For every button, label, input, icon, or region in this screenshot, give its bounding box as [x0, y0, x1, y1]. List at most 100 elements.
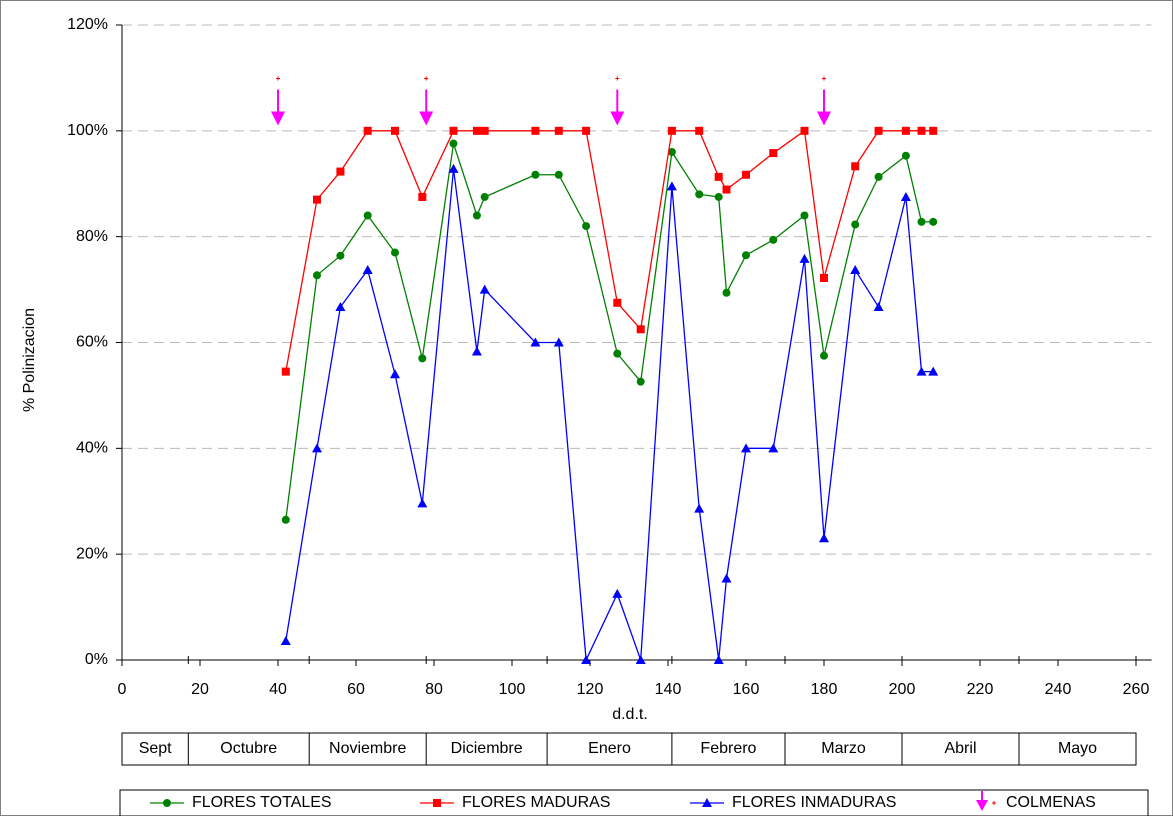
marker	[714, 192, 723, 201]
marker	[449, 126, 458, 135]
marker	[531, 126, 540, 135]
marker	[929, 217, 938, 226]
marker	[769, 149, 778, 158]
month-label: Febrero	[700, 740, 756, 757]
colmena-part	[615, 76, 620, 81]
colmena-marker	[271, 76, 285, 126]
colmena-part	[817, 111, 831, 126]
month-label: Abril	[944, 740, 976, 757]
legend-label: FLORES TOTALES	[192, 794, 332, 811]
marker	[851, 220, 860, 229]
marker	[873, 302, 884, 312]
x-tick-label: 120	[577, 681, 604, 698]
marker	[312, 443, 322, 453]
month-label: Mayo	[1058, 740, 1097, 757]
legend-label: COLMENAS	[1006, 794, 1096, 811]
marker	[635, 655, 646, 664]
marker	[554, 126, 563, 135]
marker	[636, 325, 645, 334]
month-label: Diciembre	[451, 740, 523, 757]
marker	[713, 655, 724, 664]
marker	[742, 170, 750, 179]
marker	[741, 443, 751, 453]
marker	[553, 337, 564, 347]
marker	[874, 172, 883, 181]
marker	[799, 253, 810, 263]
y-tick-label: 100%	[67, 122, 108, 139]
marker	[851, 162, 860, 171]
x-tick-label: 260	[1123, 681, 1150, 698]
marker	[449, 139, 458, 148]
marker	[582, 126, 591, 135]
marker	[472, 211, 481, 220]
marker	[800, 126, 809, 135]
marker	[721, 573, 732, 583]
marker	[694, 503, 705, 513]
marker	[900, 191, 911, 201]
marker	[929, 126, 938, 135]
colmena-marker	[610, 76, 625, 126]
y-tick-label: 20%	[76, 545, 108, 562]
marker	[722, 288, 731, 297]
marker	[471, 346, 482, 356]
marker	[335, 302, 346, 312]
marker	[850, 265, 861, 275]
marker	[820, 351, 828, 360]
month-label: Enero	[588, 740, 631, 757]
marker	[362, 265, 373, 275]
marker	[390, 369, 400, 379]
marker	[417, 498, 428, 508]
marker	[336, 251, 345, 260]
marker	[418, 354, 427, 363]
marker	[901, 151, 910, 160]
x-axis-title: d.d.t.	[612, 706, 648, 723]
colmena-part	[610, 111, 625, 126]
marker	[363, 126, 372, 135]
marker	[531, 170, 540, 179]
marker	[819, 533, 829, 543]
marker	[667, 148, 676, 156]
y-tick-label: 120%	[67, 16, 108, 33]
colmena-part	[276, 76, 280, 81]
marker	[336, 167, 345, 176]
marker	[530, 337, 541, 347]
month-label: Marzo	[821, 740, 866, 757]
colmena-part	[419, 111, 434, 126]
marker	[742, 251, 750, 260]
marker	[391, 248, 399, 257]
x-tick-label: 0	[118, 681, 127, 698]
marker	[800, 211, 809, 220]
marker	[281, 515, 290, 524]
x-tick-label: 20	[191, 681, 209, 698]
marker	[917, 217, 926, 226]
marker	[916, 366, 927, 376]
x-tick-label: 100	[499, 681, 526, 698]
marker	[768, 443, 779, 453]
x-tick-label: 60	[347, 681, 365, 698]
marker	[554, 170, 563, 179]
marker	[281, 367, 290, 376]
marker	[667, 126, 676, 135]
marker	[722, 185, 731, 194]
marker	[695, 126, 704, 135]
marker	[418, 192, 427, 201]
x-tick-label: 180	[811, 681, 838, 698]
x-tick-label: 200	[889, 681, 916, 698]
marker	[874, 126, 883, 135]
y-tick-label: 60%	[76, 334, 108, 351]
x-tick-label: 140	[655, 681, 682, 698]
month-label: Octubre	[220, 740, 277, 757]
y-tick-label: 0%	[85, 651, 108, 668]
colmena-marker	[419, 76, 434, 126]
marker	[480, 126, 489, 135]
marker	[313, 271, 321, 280]
marker	[769, 235, 778, 244]
x-tick-label: 240	[1045, 681, 1072, 698]
colmena-part	[271, 111, 285, 126]
legend-label: FLORES MADURAS	[462, 794, 610, 811]
marker	[901, 126, 910, 135]
marker	[666, 181, 677, 191]
y-axis-title: % Polinizacion	[21, 308, 38, 412]
marker	[612, 588, 623, 598]
